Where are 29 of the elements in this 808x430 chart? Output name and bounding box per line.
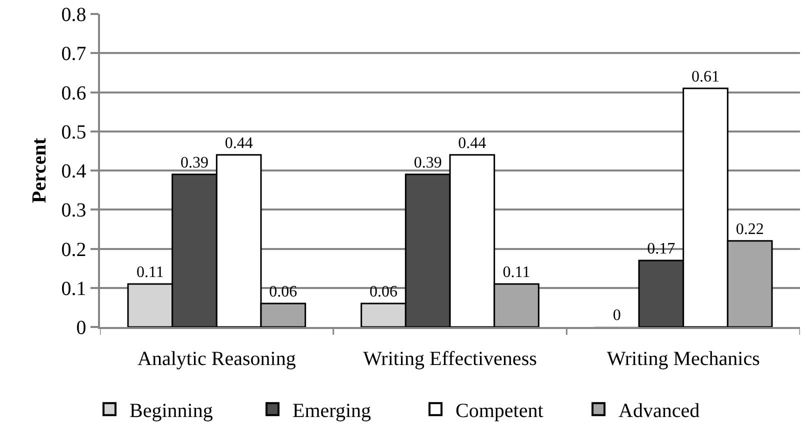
y-tick-label: 0.2	[61, 238, 86, 261]
y-tick-label: 0.4	[61, 160, 86, 182]
data-label: 0.44	[224, 134, 253, 152]
data-label: 0	[612, 307, 621, 324]
data-label: 0.11	[502, 264, 530, 281]
data-label: 0.39	[414, 154, 442, 172]
data-label: 0.11	[136, 264, 164, 281]
legend-label: Advanced	[618, 400, 700, 422]
legend-label: Beginning	[130, 400, 213, 422]
data-label: 0.06	[370, 284, 398, 301]
data-label: 0.44	[458, 134, 486, 152]
data-label: 0.17	[647, 240, 676, 258]
y-axis-title: Percent	[28, 138, 50, 204]
data-label: 0.06	[269, 284, 298, 301]
y-tick-label: 0.5	[61, 121, 86, 144]
x-tick-label: Writing Mechanics	[606, 348, 760, 370]
data-label: 0.39	[180, 154, 208, 172]
legend-label: Competent	[456, 400, 544, 422]
x-tick-label: Writing Effectiveness	[363, 348, 538, 370]
data-label: 0.61	[692, 68, 720, 86]
y-tick-label: 0	[76, 317, 86, 339]
y-tick-label: 0.6	[61, 82, 86, 104]
data-label: 0.22	[736, 220, 764, 238]
y-tick-label: 0.1	[61, 278, 86, 300]
y-tick-label: 0.8	[61, 4, 86, 26]
legend-label: Emerging	[292, 400, 372, 422]
y-tick-label: 0.7	[61, 43, 86, 66]
y-tick-label: 0.3	[61, 200, 86, 222]
x-tick-label: Analytic Reasoning	[138, 348, 296, 370]
